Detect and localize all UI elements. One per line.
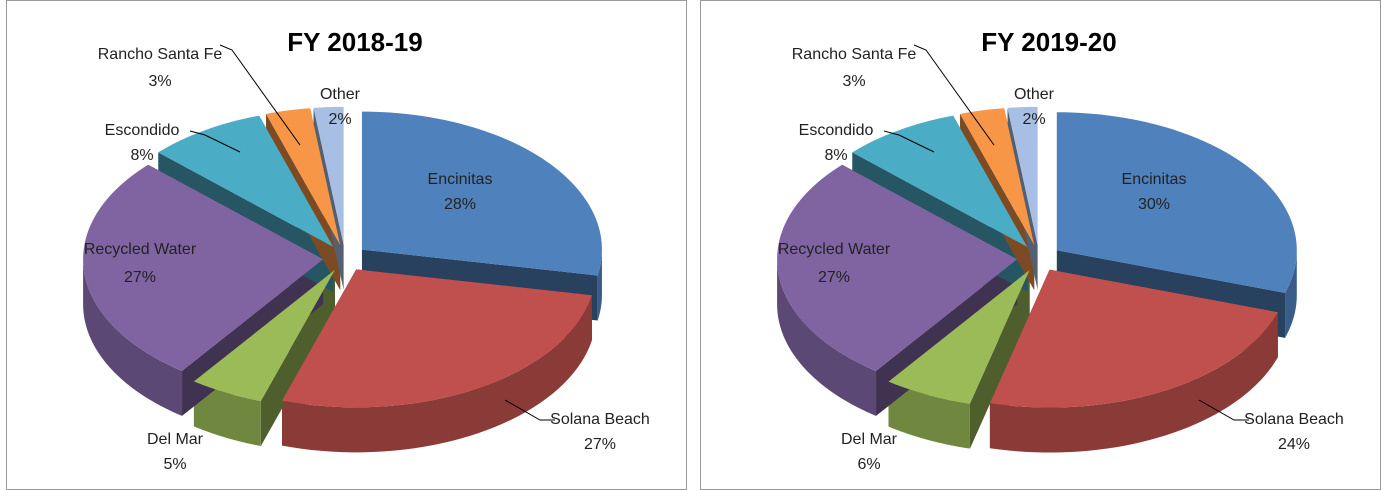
slice-value-label: 3% — [842, 73, 865, 90]
slice-label: Rancho Santa Fe — [792, 46, 917, 63]
slice-tops — [83, 106, 602, 408]
slice — [361, 111, 602, 276]
slice-label: Rancho Santa Fe — [98, 46, 223, 63]
slice-value-label: 27% — [124, 269, 156, 286]
slice-value-label: 2% — [1022, 111, 1045, 128]
slice-value-label: 28% — [444, 196, 476, 213]
slice — [989, 269, 1278, 408]
slice — [83, 164, 324, 371]
slice-value-label: 8% — [824, 147, 847, 164]
slice-label: Other — [320, 86, 361, 103]
slice-value-label: 27% — [584, 436, 616, 453]
leader-line — [219, 44, 301, 146]
leader-line — [504, 399, 555, 421]
slice — [313, 106, 344, 245]
slice-wall — [597, 249, 602, 321]
slice — [266, 108, 341, 246]
slice — [960, 108, 1035, 246]
slice — [852, 115, 1028, 247]
leader-line — [913, 44, 995, 146]
slice-value-label: 27% — [818, 269, 850, 286]
slice-wall — [193, 381, 261, 447]
slice — [282, 269, 592, 408]
slice-wall — [777, 259, 877, 416]
slice-label: Escondido — [799, 122, 874, 139]
slice-value-label: 3% — [148, 73, 171, 90]
chart: Encinitas 28% Solana Beach 27% Del Mar 5% Recy… — [6, 0, 687, 490]
slice-wall — [1285, 250, 1297, 338]
slice-value-label: 30% — [1138, 196, 1170, 213]
slice-label: Del Mar — [147, 431, 204, 448]
slice — [888, 269, 1030, 404]
slice-label: Solana Beach — [1244, 411, 1344, 428]
slice-label: Del Mar — [841, 431, 898, 448]
slice — [193, 269, 336, 402]
slice-wall — [83, 259, 183, 416]
slice-value-label: 2% — [328, 111, 351, 128]
slice-label: Solana Beach — [550, 411, 650, 428]
slice-wall — [888, 381, 970, 449]
slice-value-label: 6% — [857, 456, 880, 473]
slice-label: Encinitas — [428, 171, 493, 188]
slice-label: Recycled Water — [84, 241, 197, 258]
slice — [777, 164, 1018, 371]
chart: Encinitas 30% Solana Beach 24% Del Mar 6% Recy… — [700, 0, 1381, 490]
slice-label: Encinitas — [1122, 171, 1187, 188]
chart-title: FY 2018-19 — [287, 27, 422, 57]
slice — [1056, 112, 1297, 293]
slice-wall — [282, 295, 592, 453]
slice-label: Recycled Water — [778, 241, 891, 258]
slice — [1007, 106, 1038, 245]
chart-title: FY 2019-20 — [981, 27, 1116, 57]
slice-wall — [989, 312, 1278, 453]
slice-label: Other — [1014, 86, 1055, 103]
leader-line — [189, 130, 241, 153]
slice-value-label: 24% — [1278, 436, 1310, 453]
leader-line — [1198, 399, 1249, 421]
slice-tops — [777, 106, 1297, 408]
slice-value-label: 8% — [130, 147, 153, 164]
slice-value-label: 5% — [163, 456, 186, 473]
leader-line — [883, 130, 935, 153]
slice — [158, 115, 334, 247]
slice-label: Escondido — [105, 122, 180, 139]
